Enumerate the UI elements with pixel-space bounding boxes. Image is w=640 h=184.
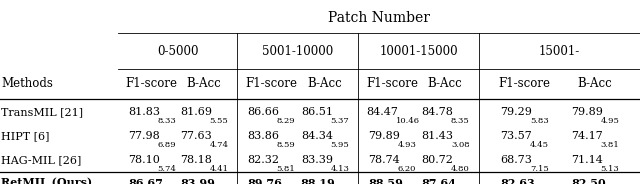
Text: 84.34: 84.34 [301, 131, 333, 141]
Text: 68.73: 68.73 [500, 155, 532, 165]
Text: 83.99: 83.99 [180, 178, 215, 184]
Text: 5.74: 5.74 [157, 165, 176, 173]
Text: 77.98: 77.98 [128, 131, 160, 141]
Text: 7.15: 7.15 [530, 165, 548, 173]
Text: 82.50: 82.50 [572, 178, 606, 184]
Text: TransMIL [21]: TransMIL [21] [1, 107, 83, 117]
Text: B-Acc: B-Acc [428, 77, 463, 90]
Text: 73.57: 73.57 [500, 131, 532, 141]
Text: 4.95: 4.95 [601, 117, 620, 125]
Text: 86.66: 86.66 [247, 107, 279, 117]
Text: 82.32: 82.32 [247, 155, 279, 165]
Text: 82.63: 82.63 [500, 178, 535, 184]
Text: 78.10: 78.10 [128, 155, 160, 165]
Text: 86.67: 86.67 [128, 178, 163, 184]
Text: 74.17: 74.17 [572, 131, 603, 141]
Text: 88.19: 88.19 [301, 178, 335, 184]
Text: HIPT [6]: HIPT [6] [1, 131, 50, 141]
Text: 10001-15000: 10001-15000 [380, 45, 458, 58]
Text: F1-score: F1-score [498, 77, 550, 90]
Text: 3.08: 3.08 [451, 141, 470, 149]
Text: 8.35: 8.35 [451, 117, 470, 125]
Text: 0-5000: 0-5000 [157, 45, 198, 58]
Text: 6.89: 6.89 [157, 141, 176, 149]
Text: 5001-10000: 5001-10000 [262, 45, 333, 58]
Text: Patch Number: Patch Number [328, 11, 430, 25]
Text: B-Acc: B-Acc [186, 77, 221, 90]
Text: 5.81: 5.81 [276, 165, 296, 173]
Text: F1-score: F1-score [125, 77, 177, 90]
Text: 87.64: 87.64 [422, 178, 456, 184]
Text: 83.39: 83.39 [301, 155, 333, 165]
Text: 4.80: 4.80 [451, 165, 470, 173]
Text: 77.63: 77.63 [180, 131, 212, 141]
Text: 4.93: 4.93 [398, 141, 417, 149]
Text: 89.76: 89.76 [247, 178, 282, 184]
Text: 15001-: 15001- [539, 45, 580, 58]
Text: 84.78: 84.78 [422, 107, 453, 117]
Text: 79.89: 79.89 [369, 131, 401, 141]
Text: 5.13: 5.13 [601, 165, 620, 173]
Text: 10.46: 10.46 [396, 117, 420, 125]
Text: 6.20: 6.20 [398, 165, 417, 173]
Text: 5.95: 5.95 [330, 141, 349, 149]
Text: F1-score: F1-score [245, 77, 297, 90]
Text: 4.74: 4.74 [209, 141, 228, 149]
Text: 79.89: 79.89 [572, 107, 603, 117]
Text: 81.43: 81.43 [422, 131, 454, 141]
Text: 81.69: 81.69 [180, 107, 212, 117]
Text: 81.83: 81.83 [128, 107, 160, 117]
Text: 84.47: 84.47 [366, 107, 398, 117]
Text: 78.18: 78.18 [180, 155, 212, 165]
Text: 4.41: 4.41 [209, 165, 228, 173]
Text: 83.86: 83.86 [247, 131, 279, 141]
Text: 79.29: 79.29 [500, 107, 532, 117]
Text: 4.45: 4.45 [530, 141, 548, 149]
Text: 4.13: 4.13 [330, 165, 349, 173]
Text: F1-score: F1-score [366, 77, 418, 90]
Text: 8.59: 8.59 [276, 141, 296, 149]
Text: RetMIL (Ours): RetMIL (Ours) [1, 178, 92, 184]
Text: 8.29: 8.29 [276, 117, 296, 125]
Text: Methods: Methods [1, 77, 53, 90]
Text: 3.81: 3.81 [601, 141, 620, 149]
Text: 5.55: 5.55 [209, 117, 228, 125]
Text: 5.83: 5.83 [530, 117, 548, 125]
Text: 80.72: 80.72 [422, 155, 453, 165]
Text: 8.33: 8.33 [157, 117, 176, 125]
Text: B-Acc: B-Acc [577, 77, 612, 90]
Text: 71.14: 71.14 [572, 155, 603, 165]
Text: B-Acc: B-Acc [307, 77, 342, 90]
Text: 5.37: 5.37 [330, 117, 349, 125]
Text: 78.74: 78.74 [369, 155, 400, 165]
Text: 86.51: 86.51 [301, 107, 333, 117]
Text: HAG-MIL [26]: HAG-MIL [26] [1, 155, 82, 165]
Text: 88.59: 88.59 [369, 178, 403, 184]
